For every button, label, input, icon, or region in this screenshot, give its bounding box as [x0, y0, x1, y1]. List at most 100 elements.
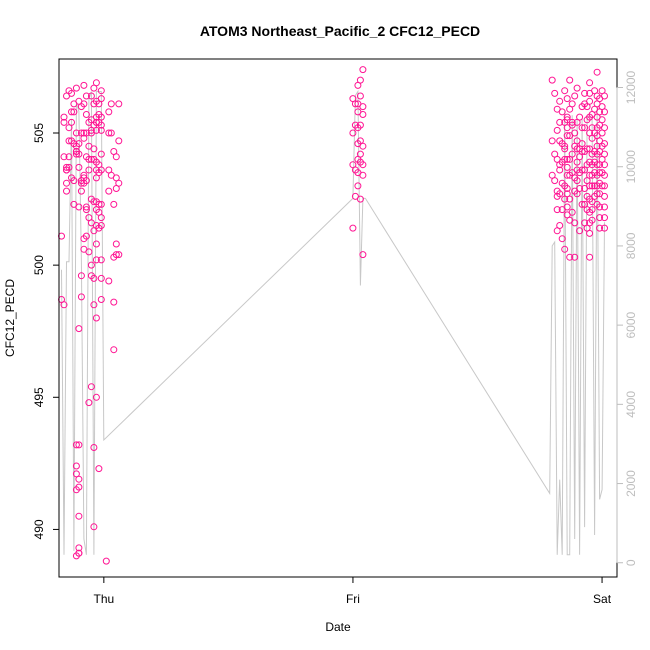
data-point: [576, 227, 584, 235]
data-point: [75, 441, 83, 449]
data-point: [553, 126, 561, 134]
data-point: [75, 325, 83, 333]
data-point: [601, 150, 608, 158]
data-point: [556, 190, 564, 198]
data-point: [85, 399, 93, 407]
data-point: [356, 121, 364, 129]
data-point: [90, 444, 98, 451]
data-point: [349, 224, 357, 232]
data-point: [576, 113, 584, 121]
data-point: [60, 301, 68, 309]
data-point: [601, 192, 608, 200]
data-point: [581, 89, 589, 97]
data-point: [601, 108, 608, 116]
data-point: [87, 383, 95, 391]
data-point: [102, 557, 110, 565]
data-point: [573, 177, 581, 185]
y2-tick-label: 10000: [624, 150, 638, 184]
data-point: [601, 140, 608, 148]
data-point: [601, 124, 608, 132]
y2-tick-label: 8000: [624, 232, 638, 259]
data-point: [563, 113, 571, 121]
data-point: [359, 171, 367, 179]
data-point: [68, 118, 75, 126]
data-point: [601, 182, 608, 190]
data-point: [70, 177, 78, 185]
axes-layer: 490 495 500 505 0 2000 4000 6000 8000 10000 12000 T…: [32, 71, 638, 606]
data-point: [583, 145, 591, 153]
data-point: [586, 79, 594, 87]
data-point: [556, 166, 564, 174]
data-point: [581, 124, 589, 132]
data-point: [359, 111, 367, 118]
data-point: [601, 161, 608, 169]
data-point: [72, 462, 80, 470]
data-point: [72, 129, 80, 137]
y2-tick-label: 0: [624, 559, 638, 566]
x-axis-label: Date: [325, 620, 351, 634]
data-point: [561, 155, 569, 163]
data-point: [63, 187, 70, 195]
data-point: [85, 166, 93, 174]
data-point: [601, 92, 608, 100]
data-point: [568, 118, 576, 126]
x-tick-label: Thu: [93, 592, 114, 606]
data-point: [105, 129, 113, 137]
data-point: [563, 185, 571, 192]
data-point: [568, 100, 576, 108]
data-point: [82, 203, 90, 211]
data-point: [349, 129, 357, 137]
data-point: [90, 523, 98, 531]
x-tick-label: Fri: [346, 592, 360, 606]
data-point: [576, 185, 584, 192]
data-point: [92, 79, 100, 87]
data-point: [578, 166, 586, 174]
data-point: [60, 118, 68, 126]
data-point: [95, 200, 103, 208]
data-point: [359, 161, 367, 169]
data-point: [359, 103, 367, 111]
data-point: [359, 251, 367, 259]
data-point: [561, 87, 569, 95]
data-point: [90, 145, 98, 153]
data-point: [80, 129, 88, 137]
data-point: [70, 108, 78, 116]
data-point: [75, 140, 83, 148]
data-point: [97, 113, 105, 121]
data-point: [110, 298, 118, 306]
data-point: [556, 222, 564, 229]
data-point: [586, 229, 594, 237]
data-point: [72, 441, 80, 449]
data-point: [63, 179, 70, 187]
data-point: [92, 126, 100, 134]
data-point: [596, 203, 604, 211]
data-point: [110, 200, 118, 208]
data-point: [566, 76, 574, 84]
y-axis-label: CFC12_PECD: [3, 279, 17, 357]
data-point: [553, 206, 561, 214]
x-tick-label: Sat: [593, 592, 612, 606]
data-point: [578, 124, 586, 132]
data-point: [551, 89, 559, 97]
data-point: [77, 187, 85, 195]
data-point: [82, 177, 90, 185]
data-point: [356, 150, 364, 158]
data-point: [586, 253, 594, 261]
data-point: [97, 296, 105, 303]
data-point: [97, 87, 105, 95]
y2-tick-label: 6000: [624, 311, 638, 338]
data-point: [356, 195, 364, 203]
data-point: [75, 475, 83, 483]
data-point: [63, 163, 70, 171]
data-point: [568, 150, 576, 158]
data-point: [75, 150, 83, 158]
data-point: [563, 203, 571, 211]
data-point: [97, 200, 105, 208]
data-point: [578, 200, 586, 208]
data-point: [68, 108, 75, 116]
data-point: [82, 111, 90, 118]
data-point: [82, 92, 90, 100]
data-point: [75, 544, 83, 552]
